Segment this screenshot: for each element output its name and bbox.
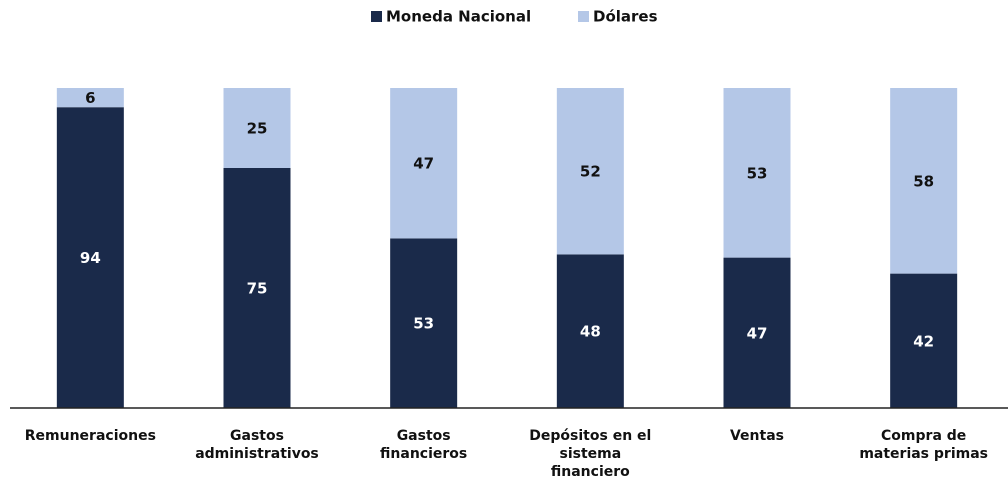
- bar-segment: [890, 273, 958, 408]
- legend-swatch: [578, 11, 589, 22]
- data-label: 6: [85, 89, 95, 107]
- x-tick-label: Depósitos en el sistema financiero: [529, 428, 652, 480]
- data-label: 25: [247, 120, 268, 138]
- legend-label: Moneda Nacional: [386, 8, 531, 26]
- x-tick-label: Gastos financieros: [380, 428, 468, 462]
- data-label: 52: [580, 163, 601, 181]
- x-tick-label: Compra de materias primas: [859, 428, 988, 462]
- bar-segment: [390, 238, 458, 408]
- bar-segment: [556, 254, 624, 408]
- bar-segment: [890, 88, 958, 274]
- bar-segment: [723, 257, 791, 408]
- bar-segment: [223, 168, 291, 408]
- data-label: 75: [247, 280, 268, 298]
- data-label: 47: [747, 324, 768, 342]
- data-label: 48: [580, 323, 601, 341]
- data-label: 53: [747, 164, 768, 182]
- data-label: 58: [913, 172, 934, 190]
- bar-segment: [56, 88, 124, 108]
- data-label: 47: [413, 155, 434, 173]
- data-label: 53: [413, 315, 434, 333]
- legend-swatch: [371, 11, 382, 22]
- x-tick-label: Remuneraciones: [24, 428, 156, 444]
- data-label: 94: [80, 249, 101, 267]
- x-tick-label: Ventas: [729, 428, 784, 444]
- data-label: 42: [913, 332, 934, 350]
- x-tick-label: Gastos administrativos: [195, 428, 319, 462]
- legend-label: Dólares: [593, 8, 658, 26]
- bar-segment: [223, 88, 291, 168]
- bar-segment: [556, 88, 624, 255]
- bar-segment: [56, 107, 124, 408]
- bar-segment: [390, 88, 458, 239]
- bar-segment: [723, 88, 791, 258]
